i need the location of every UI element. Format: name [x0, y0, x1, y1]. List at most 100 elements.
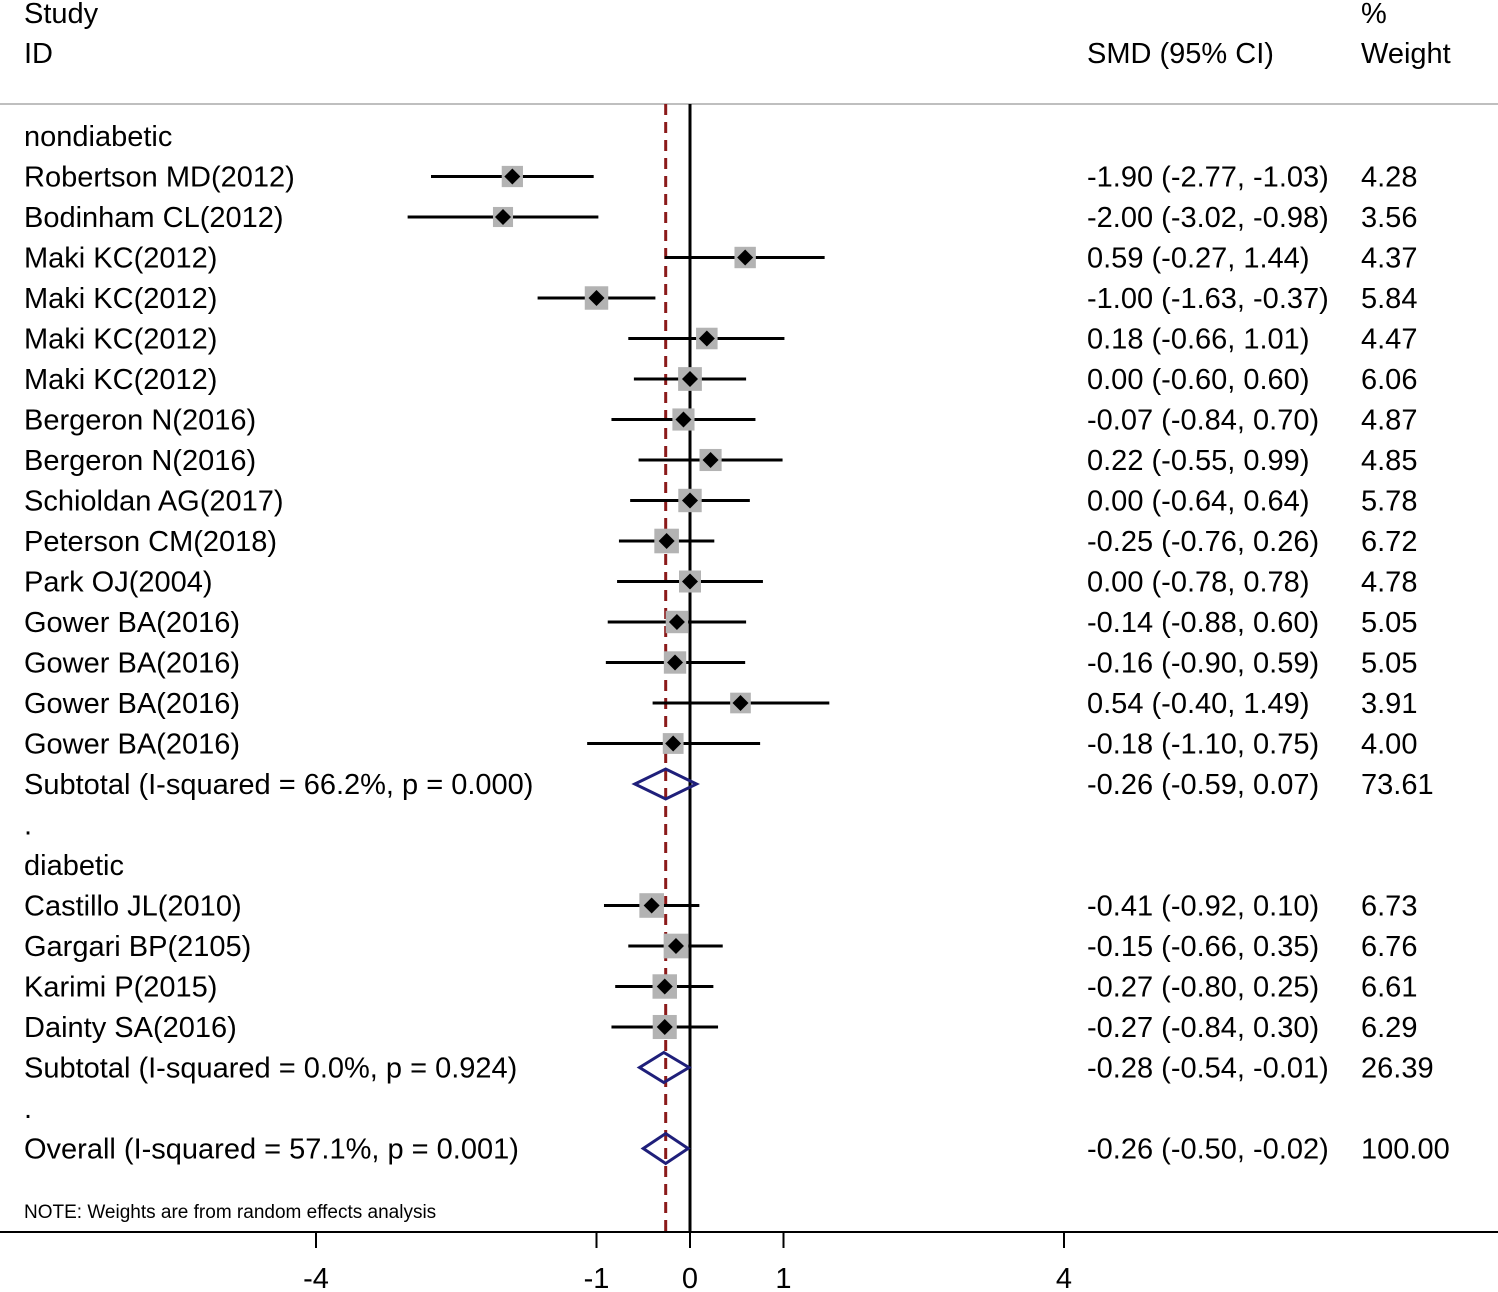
overall-label: Overall (I-squared = 57.1%, p = 0.001): [24, 1134, 519, 1166]
study-weight: 4.47: [1361, 324, 1417, 356]
study-ci: 0.00 (-0.78, 0.78): [1087, 567, 1309, 599]
x-tick-label: 1: [775, 1263, 791, 1292]
point-estimate: [667, 938, 684, 954]
study-ci: 0.22 (-0.55, 0.99): [1087, 445, 1309, 477]
study-weight: 4.85: [1361, 445, 1417, 477]
point-estimate: [682, 492, 698, 509]
overall-diamond: [640, 1131, 691, 1166]
point-estimate: [737, 249, 754, 266]
study-ci: -0.27 (-0.84, 0.30): [1087, 1012, 1319, 1044]
header-percent: %: [1361, 0, 1387, 30]
study-weight: 4.00: [1361, 729, 1417, 761]
study-ci: 0.18 (-0.66, 1.01): [1087, 324, 1309, 356]
point-estimate: [667, 654, 684, 671]
header-estimate: SMD (95% CI): [1087, 38, 1274, 70]
study-ci: -0.18 (-1.10, 0.75): [1087, 729, 1319, 761]
study-weight: 3.56: [1361, 202, 1417, 234]
study-label: Gower BA(2016): [24, 648, 240, 680]
study-weight: 6.06: [1361, 364, 1417, 396]
study-label: Gargari BP(2105): [24, 931, 251, 963]
footnote: NOTE: Weights are from random effects an…: [24, 1202, 436, 1223]
study-label: Bergeron N(2016): [24, 445, 256, 477]
point-estimate: [682, 371, 698, 387]
study-ci: -0.41 (-0.92, 0.10): [1087, 891, 1319, 923]
study-ci: -1.90 (-2.77, -1.03): [1087, 162, 1329, 194]
study-ci: -0.14 (-0.88, 0.60): [1087, 607, 1319, 639]
study-label: Gower BA(2016): [24, 688, 240, 720]
study-ci: -0.15 (-0.66, 0.35): [1087, 931, 1319, 963]
point-estimate: [675, 411, 692, 428]
header-id: ID: [24, 38, 53, 70]
group-label: nondiabetic: [24, 121, 172, 153]
subtotal-diamond: [636, 1050, 693, 1085]
header-weight: Weight: [1361, 38, 1451, 70]
study-ci: -2.00 (-3.02, -0.98): [1087, 202, 1329, 234]
study-label: Park OJ(2004): [24, 567, 213, 599]
study-weight: 6.29: [1361, 1012, 1417, 1044]
study-label: Robertson MD(2012): [24, 162, 295, 194]
study-label: Maki KC(2012): [24, 364, 217, 396]
study-ci: -0.25 (-0.76, 0.26): [1087, 526, 1319, 558]
study-weight: 5.78: [1361, 486, 1417, 518]
point-estimate: [656, 1019, 673, 1035]
point-estimate: [732, 695, 749, 711]
study-ci: 0.59 (-0.27, 1.44): [1087, 243, 1309, 275]
study-weight: 4.87: [1361, 405, 1417, 437]
subtotal-label: Subtotal (I-squared = 0.0%, p = 0.924): [24, 1053, 517, 1085]
study-weight: 6.61: [1361, 972, 1417, 1004]
subtotal-weight: 26.39: [1361, 1053, 1434, 1085]
point-estimate: [504, 168, 521, 185]
subtotal-label: Subtotal (I-squared = 66.2%, p = 0.000): [24, 769, 533, 801]
point-estimate: [658, 533, 675, 549]
point-estimate: [698, 330, 715, 347]
group-label: diabetic: [24, 850, 124, 882]
x-tick-label: -1: [584, 1263, 610, 1292]
study-weight: 5.05: [1361, 648, 1417, 680]
header-study: Study: [24, 0, 99, 30]
study-weight: 6.73: [1361, 891, 1417, 923]
group-separator: .: [24, 810, 32, 842]
study-ci: 0.54 (-0.40, 1.49): [1087, 688, 1309, 720]
overall-ci: -0.26 (-0.50, -0.02): [1087, 1134, 1329, 1166]
forest-rows: nondiabetic Robertson MD(2012) -1.90 (-2.7…: [24, 121, 1450, 1223]
study-weight: 4.28: [1361, 162, 1417, 194]
study-ci: 0.00 (-0.64, 0.64): [1087, 486, 1309, 518]
subtotal-ci: -0.28 (-0.54, -0.01): [1087, 1053, 1329, 1085]
study-ci: -0.27 (-0.80, 0.25): [1087, 972, 1319, 1004]
study-weight: 4.78: [1361, 567, 1417, 599]
x-tick-label: -4: [303, 1263, 329, 1292]
study-label: Bodinham CL(2012): [24, 202, 284, 234]
study-label: Bergeron N(2016): [24, 405, 256, 437]
study-label: Maki KC(2012): [24, 324, 217, 356]
point-estimate: [702, 452, 719, 468]
point-estimate: [495, 209, 511, 225]
forest-marks: [407, 104, 830, 1232]
study-weight: 3.91: [1361, 688, 1417, 720]
study-weight: 5.84: [1361, 283, 1417, 315]
study-weight: 6.76: [1361, 931, 1417, 963]
study-label: Maki KC(2012): [24, 283, 217, 315]
study-ci: -0.07 (-0.84, 0.70): [1087, 405, 1319, 437]
study-label: Karimi P(2015): [24, 972, 217, 1004]
study-weight: 4.37: [1361, 243, 1417, 275]
study-ci: -0.16 (-0.90, 0.59): [1087, 648, 1319, 680]
study-label: Schioldan AG(2017): [24, 486, 284, 518]
study-ci: 0.00 (-0.60, 0.60): [1087, 364, 1309, 396]
study-label: Maki KC(2012): [24, 243, 217, 275]
x-tick-label: 4: [1056, 1263, 1072, 1292]
overall-weight: 100.00: [1361, 1134, 1450, 1166]
study-weight: 5.05: [1361, 607, 1417, 639]
point-estimate: [588, 290, 605, 306]
point-estimate: [656, 978, 673, 995]
study-label: Peterson CM(2018): [24, 526, 277, 558]
study-label: Gower BA(2016): [24, 607, 240, 639]
study-ci: -1.00 (-1.63, -0.37): [1087, 283, 1329, 315]
point-estimate: [665, 735, 682, 752]
group-separator: .: [24, 1093, 32, 1125]
point-estimate: [668, 614, 685, 630]
subtotal-diamond: [631, 767, 700, 801]
x-axis: -4 -1 0 1 4: [0, 1231, 1498, 1292]
study-weight: 6.72: [1361, 526, 1417, 558]
x-tick-label: 0: [682, 1263, 698, 1292]
